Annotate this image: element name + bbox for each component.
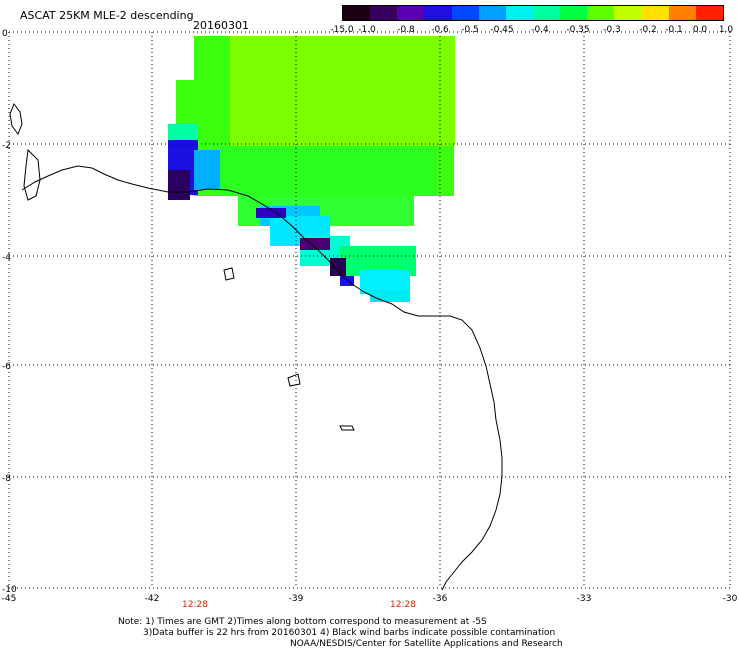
latitude-label: -8: [2, 474, 11, 484]
colorbar-segment: [587, 6, 615, 20]
latitude-label: -2: [2, 141, 11, 151]
product-title: ASCAT 25KM MLE-2 descending: [20, 9, 194, 22]
colorbar-tick-label: -0.3: [603, 25, 621, 35]
footnote-line-1: Note: 1) Times are GMT 2)Times along bot…: [118, 617, 487, 627]
colorbar-tick-label: 1.0: [718, 25, 734, 35]
swath-cell: [300, 238, 330, 250]
swath-cell: [256, 208, 286, 218]
colorbar-segment: [695, 6, 723, 20]
longitude-label: -42: [145, 594, 160, 604]
island-coastline: [9, 102, 23, 136]
pass-time-label: 12:28: [182, 600, 208, 610]
island-coastline: [287, 373, 301, 387]
colorbar-segment: [668, 6, 696, 20]
longitude-label: -36: [433, 594, 448, 604]
colorbar-tick-label: -0.35: [566, 25, 590, 35]
colorbar-segment: [424, 6, 452, 20]
colorbar-tick-label: 0.0: [692, 25, 708, 35]
latitude-label: -4: [2, 253, 11, 263]
footnote-line-2: 3)Data buffer is 22 hrs from 20160301 4)…: [143, 628, 556, 638]
island-coastline: [23, 148, 41, 201]
colorbar-segment: [505, 6, 533, 20]
colorbar-segment: [370, 6, 398, 20]
colorbar-segment: [343, 6, 371, 20]
product-date: 20160301: [193, 19, 249, 32]
latitude-label: 0: [2, 29, 8, 39]
longitude-label: -45: [2, 594, 17, 604]
latitude-label: -6: [2, 362, 11, 372]
colorbar-tick-label: -15.0: [330, 25, 354, 35]
colorbar-tick-label: -0.8: [397, 25, 415, 35]
data-swath: [168, 36, 455, 302]
swath-cell: [370, 290, 410, 302]
colorbar-tick-label: -0.45: [490, 25, 514, 35]
swath-cell: [168, 170, 190, 200]
swath-cell: [168, 124, 198, 144]
latitude-label: -10: [2, 585, 17, 595]
colorbar-segment: [614, 6, 642, 20]
grid-lines: [8, 31, 731, 589]
colorbar-segment: [641, 6, 669, 20]
swath-cell: [220, 146, 436, 196]
swath-cell: [340, 276, 354, 286]
pass-time-label: 12:28: [390, 600, 416, 610]
island-coastline: [223, 267, 235, 281]
coastline: [21, 165, 503, 591]
colorbar: [342, 5, 724, 21]
longitude-label: -30: [723, 594, 738, 604]
footnote-line-3: NOAA/NESDIS/Center for Satellite Applica…: [290, 639, 563, 649]
island-coastline: [339, 425, 355, 431]
colorbar-segment: [560, 6, 588, 20]
colorbar-segment: [451, 6, 479, 20]
swath-cell: [194, 150, 224, 190]
colorbar-labels: -15.0 -1.0 -0.8 -0.6 -0.5 -0.45 -0.4 -0.35 -0.3 -…: [330, 25, 740, 37]
colorbar-segment: [397, 6, 425, 20]
colorbar-tick-label: -0.5: [461, 25, 479, 35]
axis-ticks: 0 -2 -4 -6 -8 -10-45 -42 -39 -36 -33 -30: [2, 29, 738, 604]
swath-cell: [230, 36, 455, 146]
longitude-label: -39: [289, 594, 304, 604]
longitude-label: -33: [577, 594, 592, 604]
colorbar-tick-label: -0.1: [665, 25, 683, 35]
colorbar-tick-label: -1.0: [358, 25, 376, 35]
colorbar-tick-label: -0.6: [431, 25, 449, 35]
colorbar-tick-label: -0.4: [531, 25, 549, 35]
colorbar-tick-label: -0.2: [639, 25, 657, 35]
swath-cell: [330, 258, 346, 276]
colorbar-segment: [532, 6, 561, 20]
colorbar-segment: [478, 6, 506, 20]
